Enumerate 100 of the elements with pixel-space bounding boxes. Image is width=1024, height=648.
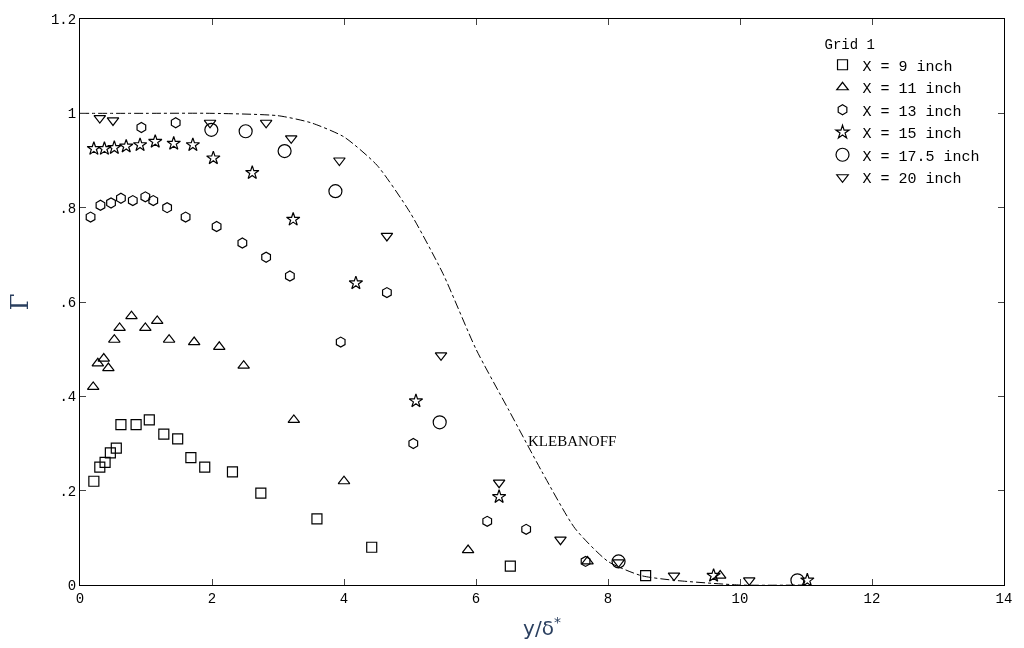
point <box>106 197 116 209</box>
point <box>380 232 394 242</box>
point <box>482 515 493 527</box>
point <box>211 220 222 233</box>
point <box>667 572 681 582</box>
point <box>85 211 96 223</box>
point <box>93 114 107 124</box>
y-axis-title: Γ <box>6 293 35 311</box>
point <box>166 135 181 150</box>
point <box>185 452 197 464</box>
point <box>147 134 163 148</box>
point <box>204 122 219 137</box>
point <box>381 286 392 299</box>
point <box>127 194 138 207</box>
point <box>118 138 134 153</box>
point <box>143 414 155 426</box>
point <box>148 194 159 207</box>
legend-label: X = 9 inch <box>862 58 953 76</box>
point <box>104 447 116 459</box>
point <box>199 461 211 473</box>
x-tick-label: 12 <box>863 590 881 607</box>
point <box>185 137 201 152</box>
y-tick-label: .6 <box>59 294 77 311</box>
point <box>335 336 346 348</box>
point <box>255 487 267 499</box>
point <box>136 121 147 134</box>
x-tick-label: 10 <box>731 590 749 607</box>
legend-label: X = 17.5 inch <box>862 148 980 166</box>
point <box>99 456 111 468</box>
point <box>170 117 181 129</box>
point <box>285 211 301 226</box>
point <box>284 270 295 282</box>
point <box>86 141 102 155</box>
x-tick-label: 8 <box>603 590 613 607</box>
point <box>492 479 506 489</box>
point <box>91 357 105 367</box>
point <box>130 419 142 431</box>
point <box>408 393 424 408</box>
point <box>461 544 475 554</box>
point <box>261 251 272 263</box>
y-tick-label: .4 <box>59 389 77 406</box>
legend-label: X = 20 inch <box>862 171 962 189</box>
point <box>408 437 419 450</box>
point <box>158 428 170 440</box>
point <box>504 560 516 572</box>
point <box>491 489 507 504</box>
point <box>287 414 301 424</box>
point <box>125 310 138 320</box>
point <box>348 275 364 290</box>
point <box>366 541 378 553</box>
point <box>88 475 100 487</box>
point <box>226 466 239 478</box>
point <box>706 567 721 582</box>
point <box>138 322 152 332</box>
legend-title: Grid 1 <box>824 36 875 53</box>
point <box>554 536 567 546</box>
x-axis-title: y/δ$^{*}$ <box>523 613 561 641</box>
point <box>640 569 652 582</box>
point <box>97 141 112 155</box>
point <box>259 119 273 129</box>
point <box>115 192 126 204</box>
point <box>337 475 351 485</box>
point <box>432 415 447 430</box>
point <box>110 442 122 454</box>
y-tick-label: 0 <box>67 577 77 594</box>
point <box>106 117 120 127</box>
point <box>245 165 260 180</box>
y-tick-label: .8 <box>59 200 77 217</box>
point <box>203 119 217 129</box>
point <box>172 433 184 445</box>
point <box>115 419 127 431</box>
point <box>132 137 148 152</box>
y-tick-label: 1.2 <box>50 11 77 28</box>
point <box>102 362 115 372</box>
x-tick-label: 6 <box>471 590 481 607</box>
y-tick-label: .2 <box>59 483 77 500</box>
point <box>790 573 805 585</box>
annotation: KLEBANOFF <box>528 433 617 449</box>
x-tick-label: 4 <box>339 590 349 607</box>
point <box>328 184 343 199</box>
point <box>94 461 106 473</box>
legend-label: X = 15 inch <box>862 126 962 144</box>
legend-label: X = 11 inch <box>862 81 962 99</box>
point <box>521 523 532 535</box>
point <box>311 513 323 525</box>
point <box>95 199 106 211</box>
point <box>238 124 253 139</box>
point <box>800 572 815 585</box>
point <box>107 140 122 155</box>
legend-label: X = 13 inch <box>862 103 962 121</box>
point <box>162 202 173 214</box>
x-tick-label: 14 <box>995 590 1013 607</box>
point <box>713 569 727 579</box>
x-tick-label: 2 <box>207 590 217 607</box>
point <box>180 211 191 223</box>
point <box>277 143 292 159</box>
point <box>206 150 221 165</box>
point <box>611 554 626 569</box>
point <box>237 237 248 249</box>
point <box>113 322 126 332</box>
